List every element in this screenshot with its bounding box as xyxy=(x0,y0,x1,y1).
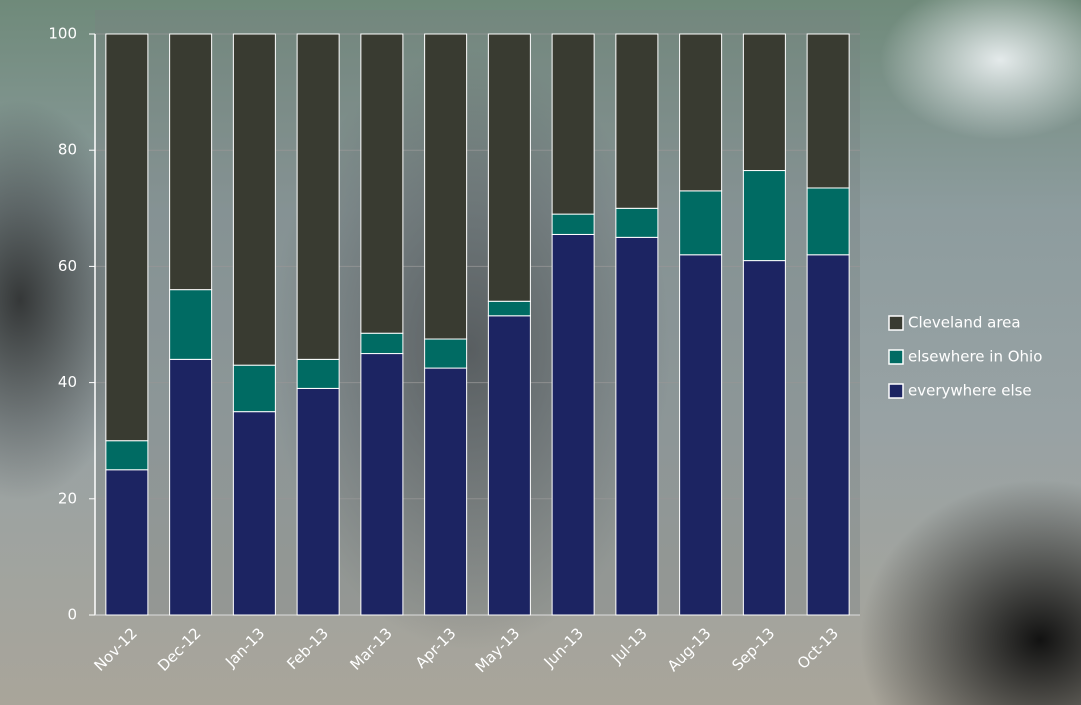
y-tick-label: 0 xyxy=(67,606,77,624)
x-tick-label: Jun-13 xyxy=(540,624,587,671)
bar-segment xyxy=(169,33,213,291)
bar-segment xyxy=(615,33,659,209)
bar-segment xyxy=(105,33,149,442)
x-tick-label: Apr-13 xyxy=(412,624,460,672)
bar-segment xyxy=(360,33,404,334)
y-tick-label: 60 xyxy=(58,257,77,275)
bar-segment xyxy=(232,33,276,366)
bar-segment xyxy=(296,358,340,389)
bar-segment xyxy=(551,233,595,616)
bar-segment xyxy=(169,358,213,616)
bar-segment xyxy=(424,338,468,369)
x-tick-label: Oct-13 xyxy=(794,624,842,672)
x-tick-label: Jan-13 xyxy=(221,624,268,671)
bar-segment xyxy=(806,254,850,616)
bar-segment xyxy=(169,289,213,360)
x-tick-label: Dec-12 xyxy=(154,624,205,675)
legend-swatch xyxy=(888,383,904,399)
bar-segment xyxy=(742,33,786,172)
legend-swatch xyxy=(888,349,904,365)
bar-segment xyxy=(679,254,723,616)
bar-segment xyxy=(806,33,850,189)
legend-label: elsewhere in Ohio xyxy=(908,348,1042,366)
bar-segment xyxy=(105,440,149,471)
bar-segment xyxy=(105,469,149,616)
x-tick-label: May-13 xyxy=(472,624,524,676)
bar-segment xyxy=(360,353,404,616)
bar-segment xyxy=(615,236,659,616)
legend-swatch xyxy=(888,315,904,331)
bar-segment xyxy=(296,387,340,616)
y-tick-label: 20 xyxy=(58,489,77,507)
x-tick-label: Feb-13 xyxy=(283,624,332,673)
bar-segment xyxy=(424,367,468,616)
bar-segment xyxy=(742,170,786,262)
bar-segment xyxy=(679,33,723,192)
bar-segment xyxy=(679,190,723,256)
x-tick-label: Sep-13 xyxy=(728,624,778,674)
x-tick-label: Jul-13 xyxy=(607,624,651,668)
y-tick-label: 80 xyxy=(58,141,77,159)
bar-segment xyxy=(487,300,531,317)
bar-segment xyxy=(232,364,276,413)
bar-segment xyxy=(806,187,850,256)
y-tick-label: 100 xyxy=(48,25,77,43)
legend-label: everywhere else xyxy=(908,382,1032,400)
x-tick-label: Aug-13 xyxy=(664,624,715,675)
bar-segment xyxy=(615,207,659,238)
bar-segment xyxy=(424,33,468,340)
bar-segment xyxy=(232,411,276,616)
bar-segment xyxy=(296,33,340,360)
bar-segment xyxy=(742,260,786,616)
bar-segment xyxy=(487,315,531,616)
plot-area xyxy=(95,10,860,615)
x-tick-label: Mar-13 xyxy=(346,624,395,673)
bar-segment xyxy=(551,213,595,235)
x-tick-label: Nov-12 xyxy=(90,624,140,674)
y-tick-label: 40 xyxy=(58,373,77,391)
bar-segment xyxy=(487,33,531,302)
bar-segment xyxy=(360,332,404,355)
bar-segment xyxy=(551,33,595,215)
legend-label: Cleveland area xyxy=(908,314,1021,332)
